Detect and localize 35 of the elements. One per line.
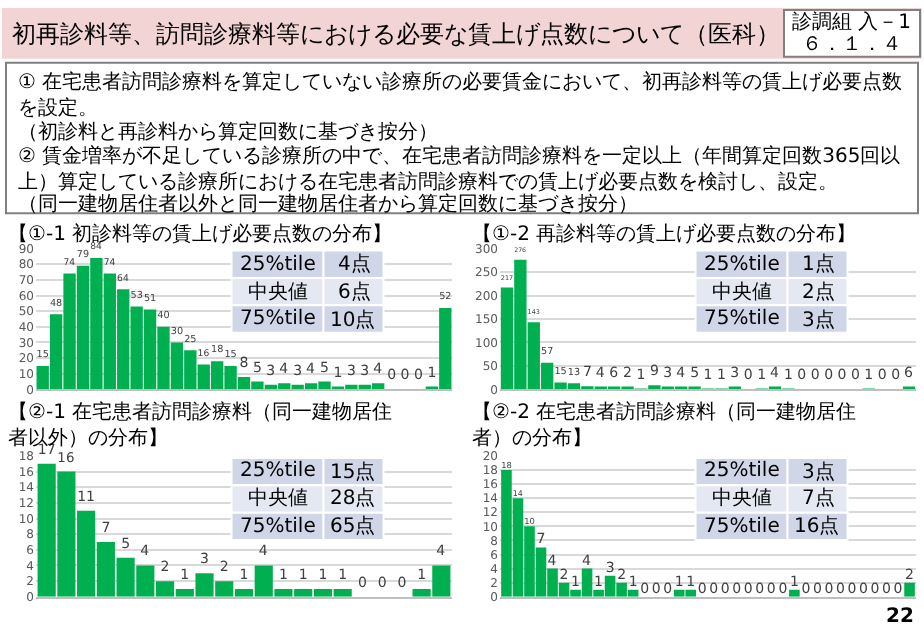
bar — [904, 582, 915, 597]
annotation: 7点 — [802, 486, 835, 510]
annotation: 中央値 — [248, 280, 308, 304]
annotation: 4点 — [338, 252, 371, 276]
annotation: 75%tile — [704, 516, 780, 538]
text: 診調組 入－1 — [792, 10, 912, 34]
annotation: 中央値 — [248, 486, 308, 510]
text: 初再診料等、訪問診療料等における必要な賃上げ点数について（医科） — [12, 20, 780, 48]
annotation: 3点 — [802, 308, 835, 332]
chart-title: 【②-2 在宅患者訪問診療料（同一建物居住者）の分布】 — [472, 400, 857, 450]
text: 22 — [886, 606, 914, 628]
annotation: 中央値 — [712, 486, 772, 510]
text: ① 在宅患者訪問診療料を算定していない診療所の必要賃金において、初再診料等の賃上げ必要点数を設定。 — [18, 70, 903, 120]
annotation: 1点 — [802, 252, 835, 276]
annotation: 15点 — [330, 460, 376, 484]
annotation: 10点 — [330, 308, 376, 332]
text: ② 賃金増率が不足している診療所の中で、在宅患者訪問診療料を一定以上（年間算定回数365回以上）算定している診療所における在宅患者訪問診療料での賃上げ必要点数を検討し、設定。 — [18, 144, 901, 194]
annotation: 中央値 — [712, 280, 772, 304]
annotation: 2点 — [802, 280, 835, 304]
annotation: 25%tile — [240, 460, 316, 482]
annotation: 6点 — [338, 280, 371, 304]
annotation: 65点 — [330, 514, 376, 538]
annotation: 16点 — [794, 514, 840, 538]
chart-title: 【①-2 再診料等の賃上げ必要点数の分布】 — [472, 222, 857, 246]
text: （初診料と再診料から算定回数に基づき按分） — [18, 120, 438, 144]
annotation: 75%tile — [240, 308, 316, 330]
annotation: 3点 — [802, 460, 835, 484]
annotation: 75%tile — [240, 516, 316, 538]
annotation: 28点 — [330, 486, 376, 510]
annotation: 25%tile — [704, 254, 780, 276]
annotation: 75%tile — [704, 308, 780, 330]
annotation: 25%tile — [704, 460, 780, 482]
annotation: 25%tile — [240, 254, 316, 276]
text: ６．１．４ — [802, 34, 902, 56]
text: （同一建物居住者以外と同一建物居住者から算定回数に基づき按分） — [18, 192, 638, 216]
